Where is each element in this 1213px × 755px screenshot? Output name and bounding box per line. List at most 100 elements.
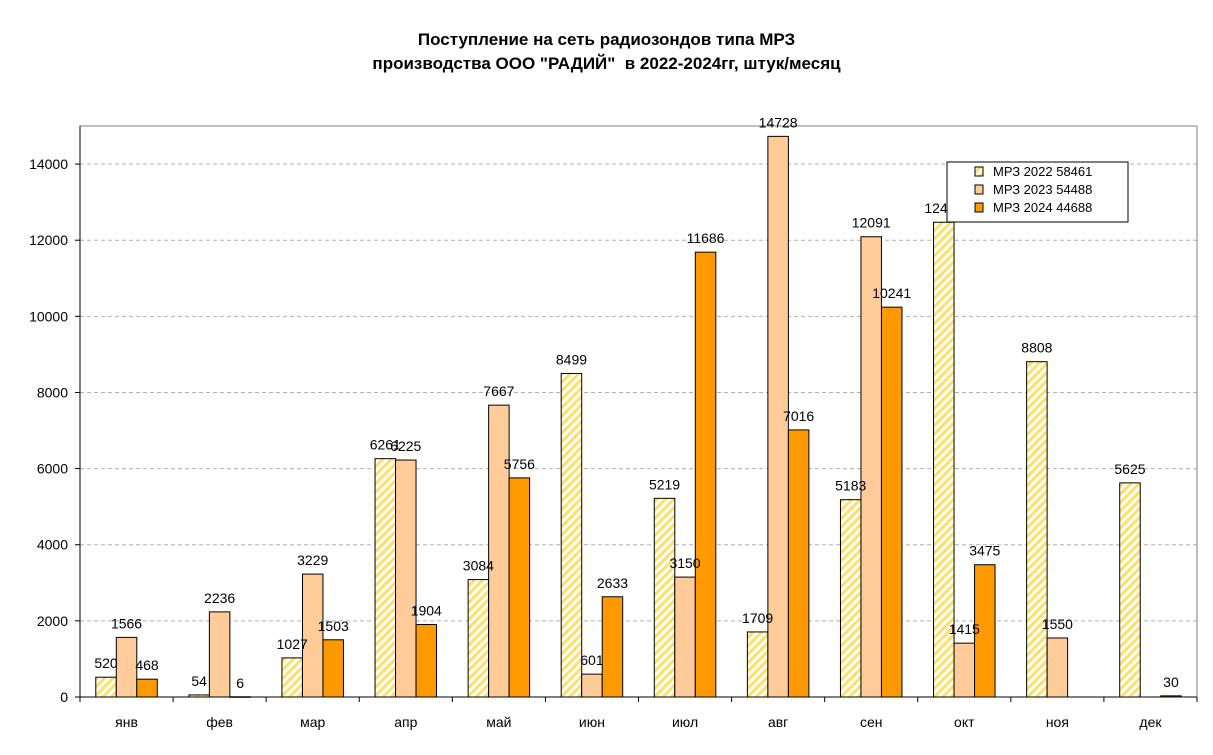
- bar: [860, 236, 882, 698]
- bar: [508, 477, 531, 698]
- x-category-label: фев: [206, 714, 233, 730]
- data-label: 2633: [597, 575, 628, 591]
- data-label: 601: [580, 652, 604, 668]
- data-label: 8499: [556, 351, 587, 367]
- data-label: 7667: [483, 383, 514, 399]
- bar: [229, 696, 251, 698]
- y-tick-label: 14000: [29, 156, 68, 172]
- data-label: 5756: [504, 456, 535, 472]
- y-tick-label: 10000: [29, 308, 68, 324]
- data-label: 1709: [742, 610, 773, 626]
- data-label: 6: [236, 675, 244, 691]
- data-label: 14728: [759, 114, 798, 130]
- data-label: 468: [135, 657, 159, 673]
- data-label: 5183: [835, 478, 866, 494]
- bar: [787, 429, 810, 698]
- bar: [601, 596, 624, 698]
- legend-entry: МРЗ 2023 54488: [993, 182, 1092, 197]
- bar: [953, 642, 976, 698]
- x-category-label: май: [486, 714, 511, 730]
- legend: МРЗ 2022 58461 МРЗ 2023 54488 МРЗ 2024 446…: [946, 161, 1129, 223]
- data-label: 5219: [649, 476, 680, 492]
- bar: [415, 624, 438, 698]
- legend-entry: МРЗ 2024 44688: [993, 200, 1092, 215]
- bar: [488, 404, 510, 698]
- axes: 0 2000 4000 6000 8000 10000 12000 14000 янв фев ма…: [29, 125, 1198, 730]
- bar: [653, 497, 676, 698]
- bar: [839, 499, 862, 698]
- data-label: 30: [1163, 674, 1179, 690]
- bar: [281, 657, 303, 698]
- bar: [581, 673, 603, 698]
- bar: [301, 573, 324, 698]
- bar: [395, 459, 417, 698]
- data-label: 12091: [852, 215, 891, 231]
- bars: [95, 135, 1182, 698]
- legend-entry: МРЗ 2022 58461: [993, 164, 1092, 179]
- bar: [767, 135, 789, 698]
- bar: [560, 372, 583, 698]
- chart-title: Поступление на сеть радиозондов типа МРЗ: [417, 30, 796, 49]
- bar: [374, 458, 397, 698]
- data-label: 3475: [969, 543, 1000, 559]
- bar: [880, 306, 903, 698]
- data-label: 1904: [411, 603, 442, 619]
- x-category-label: ноя: [1046, 714, 1069, 730]
- bar: [1046, 637, 1069, 698]
- x-category-label: июн: [579, 714, 605, 730]
- legend-swatch: [974, 166, 984, 177]
- data-label: 10241: [872, 285, 911, 301]
- data-label: 520: [94, 655, 118, 671]
- x-category-label: апр: [394, 714, 417, 730]
- y-tick-label: 2000: [37, 613, 68, 629]
- data-label: 1566: [111, 615, 142, 631]
- bar: [1026, 361, 1048, 698]
- bar: [694, 251, 717, 698]
- data-label: 11686: [687, 230, 725, 246]
- bar: [1119, 482, 1141, 698]
- chart-title-block: Поступление на сеть радиозондов типа МРЗ…: [0, 28, 1213, 76]
- bar: [208, 611, 231, 698]
- bar: [467, 579, 490, 698]
- x-category-label: окт: [954, 714, 975, 730]
- bar: [1160, 695, 1182, 698]
- y-tick-label: 8000: [37, 384, 68, 400]
- y-tick-label: 12000: [29, 232, 68, 248]
- data-label: 1550: [1042, 616, 1073, 632]
- data-label: 1503: [318, 618, 349, 634]
- data-label: 54: [191, 673, 207, 689]
- legend-swatch: [974, 202, 984, 213]
- bar: [115, 636, 138, 698]
- x-category-label: мар: [300, 714, 325, 730]
- data-label: 5625: [1114, 461, 1145, 477]
- x-category-label: сен: [860, 714, 883, 730]
- y-tick-label: 4000: [37, 537, 68, 553]
- bar: [322, 639, 344, 698]
- x-category-label: июл: [672, 714, 698, 730]
- bar: [136, 678, 158, 698]
- legend-swatch: [974, 184, 984, 195]
- x-category-label: дек: [1139, 714, 1162, 730]
- data-label: 6261: [370, 437, 401, 453]
- y-tick-label: 0: [60, 689, 68, 705]
- data-label: 3150: [669, 555, 700, 571]
- data-label: 3084: [463, 558, 494, 574]
- x-category-label: авг: [768, 714, 788, 730]
- data-label: 1027: [277, 636, 308, 652]
- data-label: 7016: [783, 408, 814, 424]
- bar: [933, 221, 955, 698]
- bar: [674, 576, 696, 698]
- bar: [974, 564, 996, 698]
- data-label: 6225: [390, 438, 421, 454]
- bar: [95, 676, 117, 698]
- data-label: 2236: [204, 590, 235, 606]
- data-label: 3229: [297, 552, 328, 568]
- bar: [188, 694, 210, 698]
- chart-subtitle: производства ООО "РАДИЙ" в 2022-2024гг, …: [372, 54, 841, 73]
- y-tick-label: 6000: [37, 461, 68, 477]
- data-label: 1415: [949, 621, 980, 637]
- x-category-label: янв: [115, 714, 138, 730]
- bar: [746, 631, 769, 698]
